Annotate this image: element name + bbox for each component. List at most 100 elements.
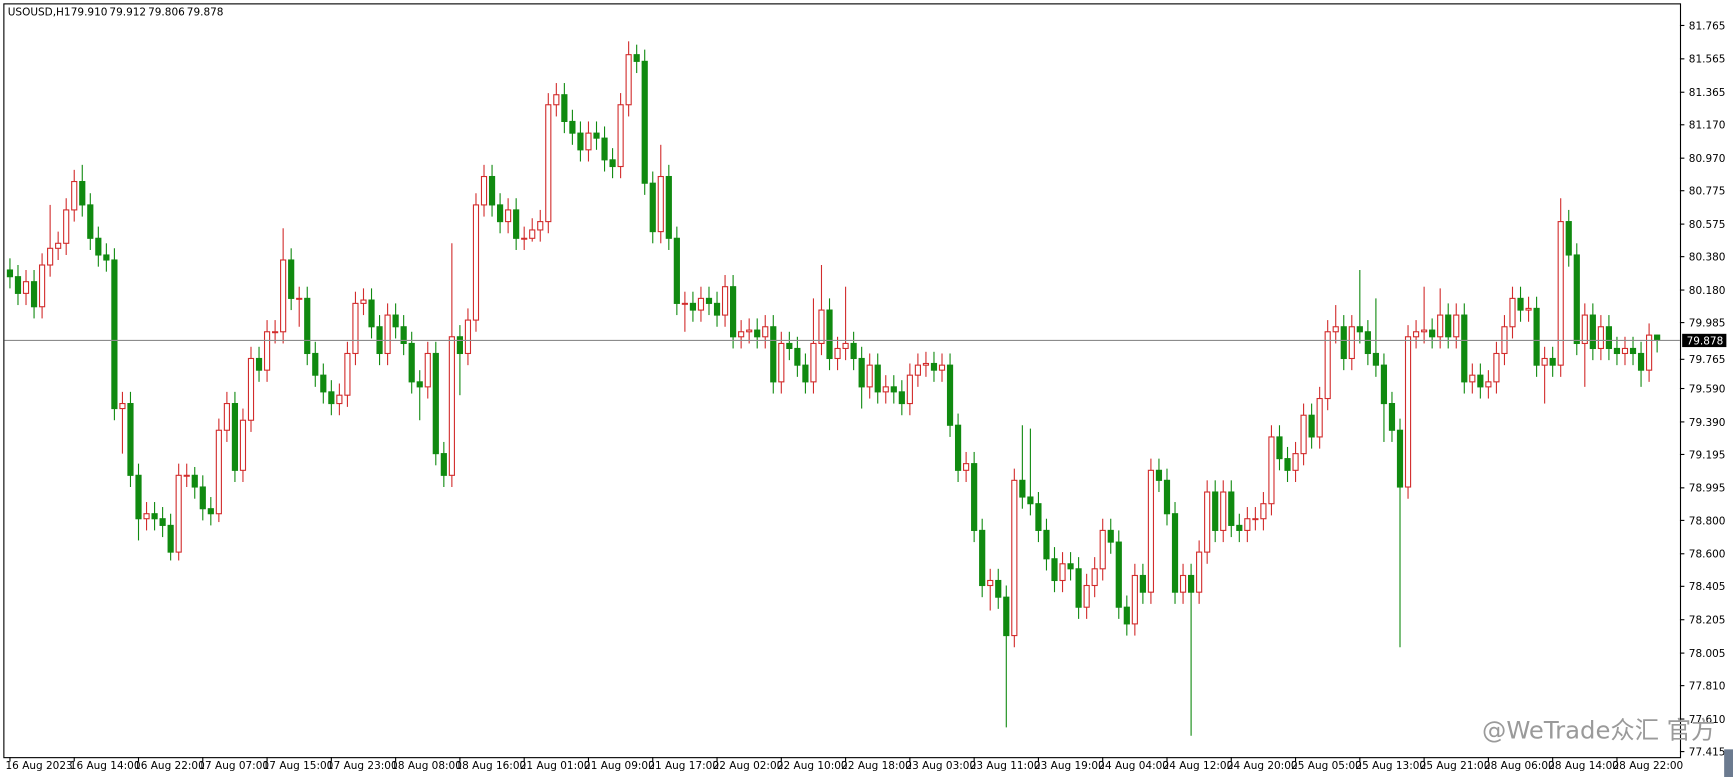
candle-body bbox=[1244, 518, 1251, 531]
y-tick-label: 80.775 bbox=[1689, 186, 1726, 198]
candle-body bbox=[673, 237, 680, 304]
x-tick-label: 16 Aug 2023 bbox=[6, 760, 73, 772]
candle-body bbox=[1461, 314, 1468, 383]
candle-body bbox=[63, 209, 70, 244]
candle-body bbox=[713, 302, 721, 316]
candle-body bbox=[1131, 574, 1138, 625]
candle-body bbox=[1179, 574, 1187, 593]
candle-body bbox=[1236, 524, 1243, 531]
candle-body bbox=[255, 357, 263, 371]
candle-body bbox=[207, 508, 214, 515]
candle-body bbox=[1003, 596, 1010, 637]
candle-body bbox=[472, 204, 480, 321]
candle-body bbox=[1621, 347, 1629, 355]
candle-body bbox=[914, 364, 921, 376]
candle-body bbox=[1645, 334, 1653, 371]
x-tick-label: 18 Aug 16:00 bbox=[455, 760, 526, 772]
candle-body bbox=[1139, 574, 1146, 593]
title-value: 79.806 bbox=[148, 6, 185, 18]
candle-body bbox=[730, 286, 737, 338]
candle-body bbox=[1597, 326, 1604, 350]
candle-body bbox=[1268, 436, 1275, 505]
candle-body bbox=[1421, 329, 1428, 333]
candle-body bbox=[601, 137, 608, 161]
y-tick-label: 77.810 bbox=[1689, 681, 1726, 693]
y-tick-label: 81.365 bbox=[1689, 87, 1726, 99]
candle-body bbox=[416, 381, 423, 388]
candle-body bbox=[609, 159, 616, 168]
y-tick-label: 79.590 bbox=[1689, 383, 1726, 395]
candle-body bbox=[585, 132, 592, 151]
candle-body bbox=[95, 237, 102, 256]
candle-body bbox=[1043, 529, 1050, 560]
candle-body bbox=[1308, 414, 1315, 438]
candle-body bbox=[553, 94, 560, 106]
candle-body bbox=[384, 314, 391, 355]
candle-body bbox=[513, 209, 520, 239]
y-tick-label: 77.415 bbox=[1689, 746, 1726, 758]
candle-body bbox=[1549, 357, 1556, 366]
candle-body bbox=[834, 347, 841, 360]
candle-body bbox=[6, 269, 14, 278]
candle-body bbox=[1372, 352, 1379, 366]
candle-body bbox=[746, 329, 753, 333]
candle-body bbox=[858, 357, 865, 388]
x-tick-label: 17 Aug 07:00 bbox=[198, 760, 269, 772]
candle-body bbox=[263, 331, 271, 371]
candle-body bbox=[810, 342, 817, 383]
x-tick-label: 16 Aug 14:00 bbox=[70, 760, 141, 772]
title-value: 79.910 bbox=[71, 6, 108, 18]
x-tick-label: 21 Aug 09:00 bbox=[584, 760, 655, 772]
candle-body bbox=[898, 391, 905, 405]
candle-body bbox=[1188, 574, 1195, 593]
candle-body bbox=[87, 204, 94, 239]
candle-body bbox=[721, 286, 729, 316]
candle-body bbox=[360, 299, 367, 304]
candle-body bbox=[794, 347, 801, 366]
candle-body bbox=[296, 297, 303, 300]
title-value: 79.878 bbox=[187, 6, 224, 18]
candle-body bbox=[705, 297, 713, 304]
candle-body bbox=[1453, 314, 1460, 338]
candle-body bbox=[312, 352, 319, 376]
candle-body bbox=[1509, 297, 1516, 328]
y-tick-label: 78.005 bbox=[1689, 648, 1726, 660]
candle-body bbox=[593, 132, 600, 139]
candle-body bbox=[770, 326, 777, 383]
x-tick-label: 21 Aug 17:00 bbox=[648, 760, 719, 772]
candle-body bbox=[1324, 331, 1331, 400]
x-tick-label: 23 Aug 11:00 bbox=[970, 760, 1041, 772]
candle-body bbox=[1412, 331, 1420, 338]
candle-body bbox=[1075, 568, 1082, 608]
candle-body bbox=[1163, 479, 1171, 515]
candle-body bbox=[304, 297, 311, 355]
candle-body bbox=[1388, 402, 1396, 431]
x-tick-label: 17 Aug 23:00 bbox=[327, 760, 398, 772]
candle-body bbox=[1533, 307, 1540, 366]
candle-body bbox=[971, 463, 978, 531]
candle-body bbox=[151, 513, 158, 520]
candle-body bbox=[408, 342, 415, 383]
candle-body bbox=[30, 281, 38, 308]
candle-body bbox=[424, 352, 431, 388]
y-tick-label: 81.170 bbox=[1689, 120, 1726, 132]
candle-body bbox=[561, 94, 568, 122]
candle-body bbox=[874, 364, 881, 393]
candle-body bbox=[336, 394, 343, 405]
y-tick-label: 79.765 bbox=[1689, 354, 1726, 366]
candle-body bbox=[167, 524, 174, 553]
candle-body bbox=[392, 314, 399, 328]
candle-body bbox=[1565, 221, 1572, 256]
title-values: 79.910 79.912 79.806 79.878 bbox=[71, 6, 224, 18]
candle-body bbox=[1123, 606, 1130, 625]
candle-body bbox=[697, 297, 705, 311]
candle-body bbox=[1429, 329, 1436, 338]
candle-body bbox=[1228, 491, 1235, 526]
candle-body bbox=[882, 386, 889, 393]
candle-body bbox=[850, 342, 857, 360]
x-tick-label: 22 Aug 18:00 bbox=[841, 760, 912, 772]
candle-body bbox=[272, 331, 279, 334]
